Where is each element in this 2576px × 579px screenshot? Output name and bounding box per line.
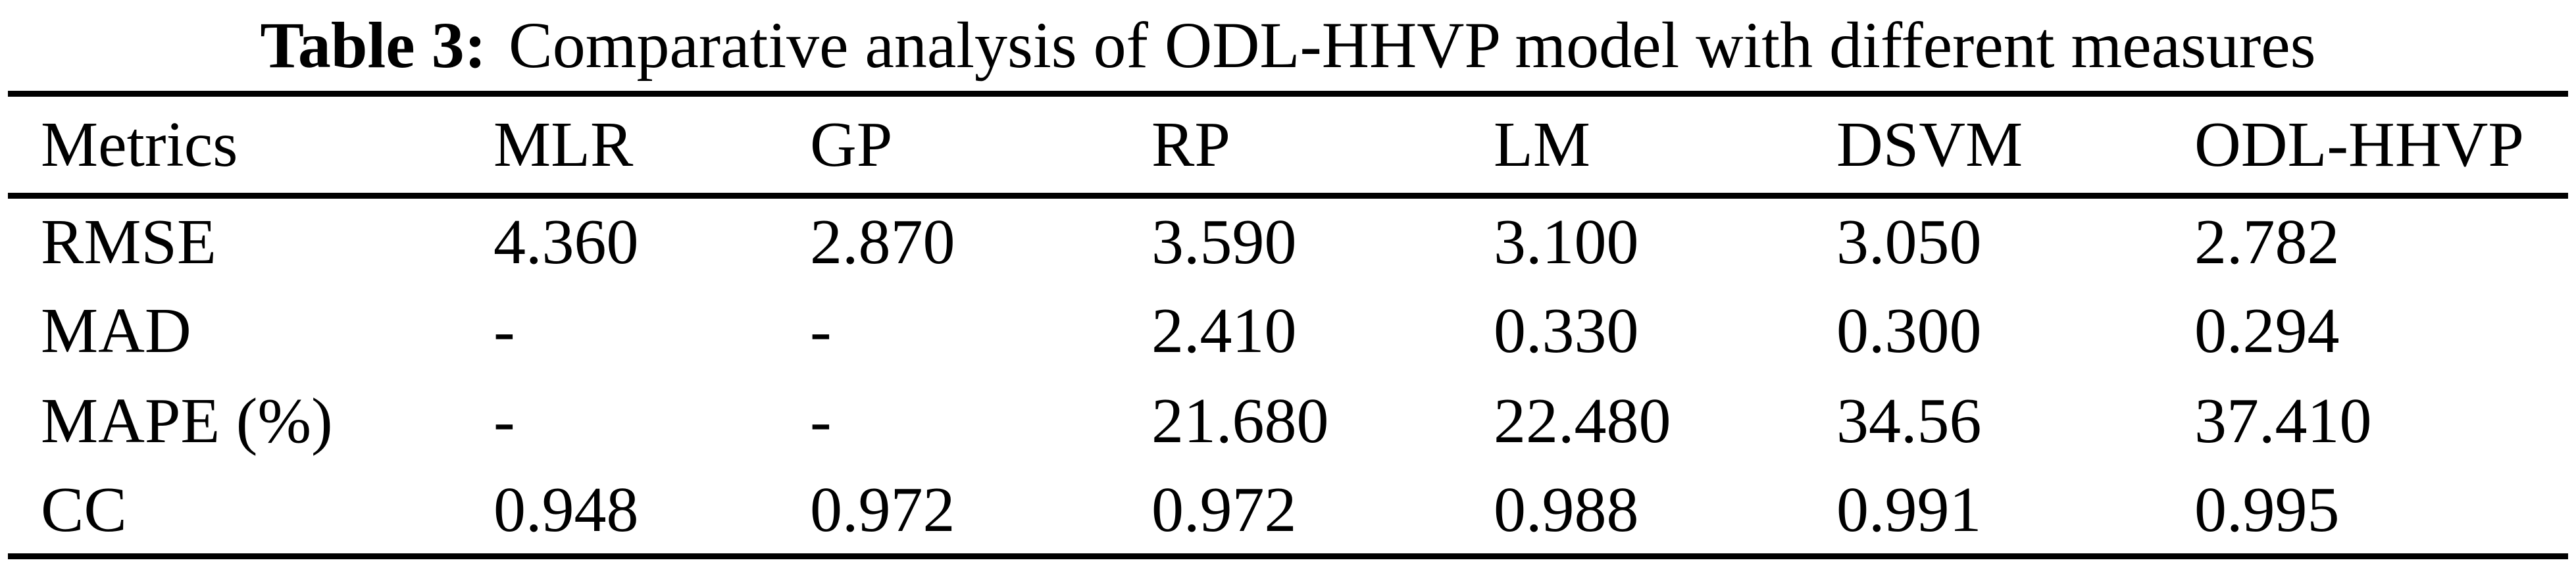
- cell-mape-gp: -: [810, 386, 832, 457]
- cell-mape-mlr: -: [493, 386, 515, 457]
- row-header-mad: MAD: [41, 295, 191, 366]
- cell-cc-dsvm: 0.991: [1836, 474, 1982, 545]
- cell-rmse-mlr: 4.360: [493, 207, 639, 278]
- cell-mad-gp: -: [810, 295, 832, 366]
- table-caption-text: Comparative analysis of ODL-HHVP model w…: [509, 9, 2316, 82]
- cell-rmse-dsvm: 3.050: [1836, 207, 1982, 278]
- cell-mad-dsvm: 0.300: [1836, 295, 1982, 366]
- cell-mad-lm: 0.330: [1494, 295, 1639, 366]
- table-caption: Table 3: Comparative analysis of ODL-HHV…: [0, 0, 2576, 91]
- cell-rmse-odl-hhvp: 2.782: [2194, 207, 2340, 278]
- column-header-lm: LM: [1494, 109, 1590, 180]
- table-row-mad: MAD - - 2.410 0.330 0.300 0.294: [8, 286, 2568, 376]
- data-table: Metrics MLR GP RP LM DSVM ODL-HHVP RMSE …: [8, 91, 2568, 559]
- cell-rmse-rp: 3.590: [1151, 207, 1297, 278]
- cell-cc-rp: 0.972: [1151, 474, 1297, 545]
- cell-mape-dsvm: 34.56: [1836, 386, 1982, 457]
- cell-cc-odl-hhvp: 0.995: [2194, 474, 2340, 545]
- table-row-cc: CC 0.948 0.972 0.972 0.988 0.991 0.995: [8, 466, 2568, 557]
- column-header-odl-hhvp: ODL-HHVP: [2194, 109, 2524, 180]
- column-header-metrics: Metrics: [41, 109, 238, 180]
- cell-mad-odl-hhvp: 0.294: [2194, 295, 2340, 366]
- table-row-rmse: RMSE 4.360 2.870 3.590 3.100 3.050 2.782: [8, 196, 2568, 286]
- column-header-dsvm: DSVM: [1836, 109, 2023, 180]
- cell-rmse-gp: 2.870: [810, 207, 955, 278]
- cell-mape-rp: 21.680: [1151, 386, 1329, 457]
- column-header-gp: GP: [810, 109, 893, 180]
- row-header-mape: MAPE (%): [41, 386, 333, 457]
- table-row-mape: MAPE (%) - - 21.680 22.480 34.56 37.410: [8, 376, 2568, 466]
- cell-mad-rp: 2.410: [1151, 295, 1297, 366]
- cell-mad-mlr: -: [493, 295, 515, 366]
- row-header-cc: CC: [41, 474, 127, 545]
- row-header-rmse: RMSE: [41, 207, 216, 278]
- table-caption-number: Table 3:: [260, 9, 486, 82]
- cell-mape-odl-hhvp: 37.410: [2194, 386, 2372, 457]
- column-header-rp: RP: [1151, 109, 1230, 180]
- cell-mape-lm: 22.480: [1494, 386, 1671, 457]
- cell-cc-gp: 0.972: [810, 474, 955, 545]
- cell-cc-mlr: 0.948: [493, 474, 639, 545]
- cell-cc-lm: 0.988: [1494, 474, 1639, 545]
- table-header-row: Metrics MLR GP RP LM DSVM ODL-HHVP: [8, 94, 2568, 196]
- cell-rmse-lm: 3.100: [1494, 207, 1639, 278]
- column-header-mlr: MLR: [493, 109, 634, 180]
